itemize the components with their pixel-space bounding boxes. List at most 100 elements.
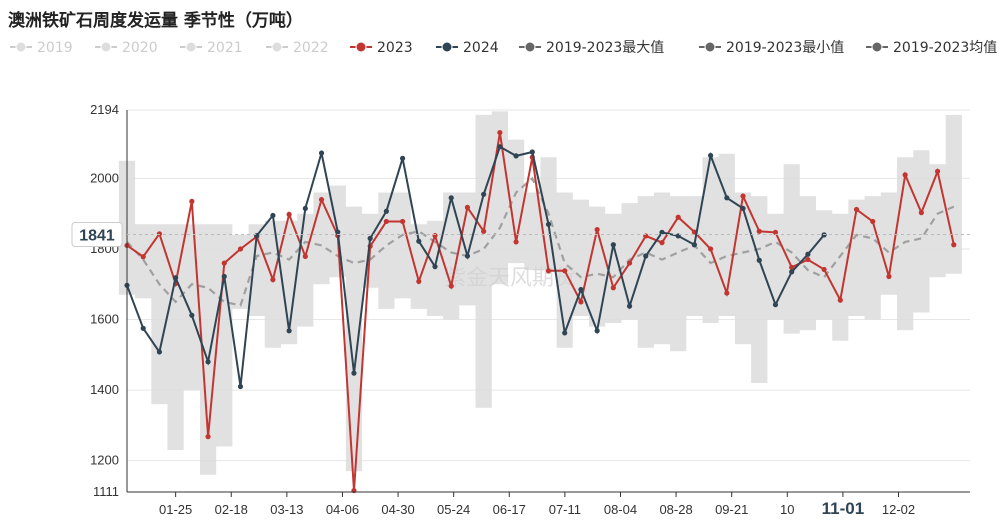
data-point-2023 [221,260,227,266]
data-point-2023 [578,299,584,305]
legend-symbol-dot [524,41,536,53]
data-point-2024 [351,370,357,376]
legend-label: 2019-2023最大值 [546,40,664,56]
y-tick-label: 1600 [90,312,119,327]
data-point-2023 [286,211,292,218]
data-point-2024 [448,195,454,201]
legend-item-2020[interactable]: 2020 [95,40,158,56]
data-point-2023 [562,268,568,274]
data-point-2024 [464,253,471,259]
data-point-2023 [724,290,730,296]
range-band-layer [118,111,962,475]
data-point-2024 [481,191,487,197]
legend-item-2019[interactable]: 2019 [10,40,73,56]
legend-label: 2022 [293,40,329,56]
data-point-2023 [821,266,827,273]
chart-title: 澳洲铁矿石周度发运量 季节性（万吨） [8,11,303,31]
data-point-2023 [399,218,406,225]
data-point-2024 [497,144,503,150]
data-point-2024 [772,302,779,308]
data-point-2023 [626,260,633,266]
legend-item-2021[interactable]: 2021 [180,40,243,56]
x-tick-label: 10 [780,502,794,517]
data-point-2024 [302,205,308,212]
data-point-2023 [740,193,746,199]
data-point-2024 [740,205,746,212]
x-tick-label: 04-06 [326,502,359,517]
x-tick-label: 04-30 [381,502,414,517]
data-point-2023 [870,218,876,225]
data-point-2023 [789,264,795,270]
data-point-2024 [529,149,535,155]
data-point-2023 [675,214,681,220]
data-point-2024 [221,273,227,280]
data-point-2023 [481,228,487,234]
data-point-2023 [156,231,163,237]
data-point-2023 [464,204,471,210]
legend-symbol-dot [704,41,716,53]
x-tick-label: 03-13 [270,502,303,517]
data-point-2023 [416,278,422,285]
data-point-2024 [578,286,584,293]
data-point-2024 [643,253,649,259]
x-tick-label: 08-04 [604,502,637,517]
data-point-2024 [659,229,665,235]
data-point-2023 [610,285,616,291]
x-tick-label: 06-17 [493,502,526,517]
data-point-2023 [189,198,195,204]
x-tick-label: 09-21 [715,502,748,517]
legend-label: 2019-2023均值 [893,40,997,56]
axis-pointer-box [71,222,123,248]
data-point-2023 [302,253,308,259]
data-point-2024 [237,383,244,390]
data-point-2023 [383,218,389,225]
data-point-2024 [691,242,698,248]
y-tick-label: 1400 [90,382,119,397]
data-point-2024 [140,325,146,331]
series-layer [124,129,957,494]
legend-symbol-dot [100,41,112,53]
data-point-2023 [756,228,762,234]
x-tick-label: 07-11 [549,502,581,517]
data-point-2024 [562,330,568,336]
legend-label: 2024 [463,40,499,56]
data-point-2024 [432,264,438,270]
legend-label: 2019-2023最小值 [726,40,844,56]
data-point-2023 [886,273,892,280]
data-point-2023 [951,242,957,248]
series-band-max-min [118,111,962,475]
data-point-2024 [254,232,260,239]
legend-symbol-dot [355,41,367,53]
data-point-2024 [594,328,600,334]
x-tick-label: 02-18 [215,502,248,517]
legend-item-2019-2023最小值[interactable]: 2019-2023最小值 [699,40,844,56]
x-tick-label: 12-02 [882,502,915,517]
data-point-2023 [432,232,438,239]
legend-item-2019-2023最大值[interactable]: 2019-2023最大值 [519,40,664,56]
x-tick-label: 11-01 [822,499,865,518]
data-point-2023 [497,129,503,136]
series-line-2023 [126,132,955,491]
series-line-mean [126,176,955,307]
legend-label: 2020 [122,40,158,56]
data-point-2024 [173,275,179,281]
legend-label: 2019 [37,40,73,56]
legend-item-2022[interactable]: 2022 [266,40,329,56]
data-point-2024 [156,349,163,355]
legend-item-2019-2023均值[interactable]: 2019-2023均值 [866,40,997,56]
x-tick-label: 01-25 [159,502,192,517]
data-point-2024 [416,238,422,244]
data-point-2024 [383,208,389,214]
data-point-2024 [286,328,292,334]
data-point-2023 [205,434,211,440]
data-point-2024 [189,312,195,318]
axis-pointer-label: 1841 [79,228,115,245]
data-point-2024 [610,242,616,248]
data-point-2024 [626,303,633,309]
data-point-2024 [335,229,341,235]
legend-item-2024[interactable]: 2024 [436,40,499,56]
data-point-2023 [448,283,454,289]
legend-item-2023[interactable]: 2023 [350,40,413,56]
y-tick-label: 2000 [90,170,119,185]
